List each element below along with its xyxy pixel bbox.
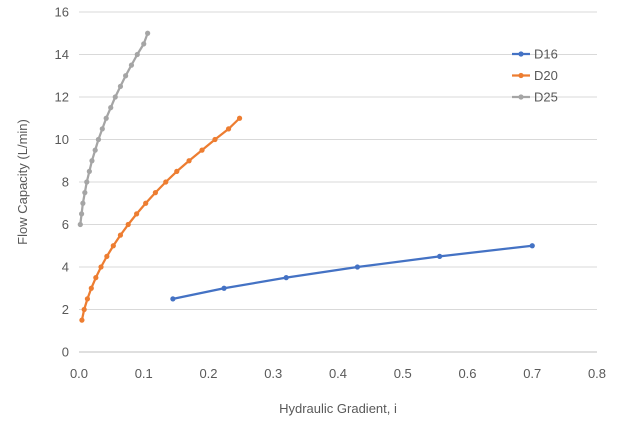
legend: D16 D20 D25: [512, 47, 558, 105]
x-tick-label: 0.3: [264, 366, 282, 381]
x-tick-label: 0.2: [199, 366, 217, 381]
legend-marker-d16: [518, 51, 524, 57]
series-d20: [79, 115, 243, 323]
series-line-d25: [79, 32, 149, 226]
legend-item-d16: D16: [512, 47, 558, 62]
data-point-d16: [437, 253, 443, 259]
data-point-d20: [81, 306, 87, 313]
data-point-d20: [125, 221, 131, 228]
data-point-d16: [283, 275, 289, 281]
x-tick-label: 0.5: [394, 366, 412, 381]
data-point-d25: [103, 115, 109, 121]
data-point-d20: [199, 147, 205, 153]
data-point-d25: [108, 105, 114, 111]
data-point-d20: [163, 179, 169, 185]
series-d25: [77, 30, 151, 228]
data-point-d25: [128, 62, 135, 68]
data-point-d20: [79, 317, 85, 323]
x-tick-labels: 0.0 0.1 0.2 0.3 0.4 0.5 0.6 0.7 0.8: [70, 366, 606, 381]
data-point-d25: [82, 190, 88, 196]
data-point-d25: [84, 179, 90, 185]
data-point-d20: [98, 264, 104, 270]
data-point-d20: [104, 253, 110, 259]
data-point-d20: [117, 232, 124, 238]
data-point-d25: [112, 94, 118, 100]
data-point-d25: [145, 30, 151, 36]
data-point-d20: [88, 285, 94, 291]
data-point-d25: [77, 221, 83, 228]
data-point-d16: [170, 296, 176, 302]
data-point-d20: [110, 243, 116, 249]
y-tick-label: 12: [55, 90, 69, 105]
data-point-d20: [143, 200, 149, 206]
y-tick-labels: 0 2 4 6 8 10 12 14 16: [55, 5, 69, 360]
data-point-d16: [354, 264, 361, 270]
x-tick-label: 0.0: [70, 366, 88, 381]
data-point-d20: [174, 168, 180, 174]
data-point-d20: [236, 115, 243, 121]
legend-marker-d25: [518, 94, 524, 100]
gridlines: [79, 11, 597, 310]
data-point-d20: [212, 136, 218, 143]
x-tick-label: 0.4: [329, 366, 347, 381]
legend-marker-d20: [518, 72, 524, 79]
y-axis-label: Flow Capacity (L/min): [15, 119, 30, 245]
y-tick-label: 2: [62, 302, 69, 317]
legend-label-d25: D25: [534, 90, 558, 105]
data-point-d16: [529, 243, 535, 249]
data-point-d20: [225, 126, 232, 132]
data-point-d25: [99, 126, 105, 132]
data-point-d25: [86, 168, 92, 174]
data-point-d25: [123, 73, 129, 79]
data-point-d25: [80, 200, 86, 206]
x-tick-label: 0.7: [523, 366, 541, 381]
legend-label-d16: D16: [534, 47, 558, 62]
y-tick-label: 6: [62, 217, 69, 232]
data-point-d25: [141, 41, 147, 47]
data-point-d25: [95, 136, 102, 143]
y-tick-label: 10: [55, 132, 69, 147]
data-point-d25: [92, 147, 98, 153]
y-tick-label: 16: [55, 5, 69, 20]
data-point-d20: [93, 275, 99, 281]
y-tick-label: 4: [62, 260, 69, 275]
series-d16: [170, 243, 535, 302]
series-group: [77, 30, 535, 323]
data-point-d20: [152, 190, 159, 196]
legend-item-d25: D25: [512, 90, 558, 105]
legend-item-d20: D20: [512, 68, 558, 83]
y-tick-label: 8: [62, 175, 69, 190]
y-tick-label: 14: [55, 47, 69, 62]
x-axis-label: Hydraulic Gradient, i: [279, 401, 397, 416]
y-tick-label: 0: [62, 345, 69, 360]
data-point-d20: [84, 296, 91, 302]
data-point-d16: [221, 285, 227, 291]
legend-label-d20: D20: [534, 68, 558, 83]
series-line-d16: [171, 244, 534, 301]
x-tick-label: 0.1: [135, 366, 153, 381]
data-point-d25: [134, 51, 140, 58]
data-point-d25: [89, 158, 95, 164]
data-point-d25: [78, 211, 85, 217]
data-point-d20: [134, 211, 140, 217]
x-tick-label: 0.6: [458, 366, 476, 381]
x-tick-label: 0.8: [588, 366, 606, 381]
data-point-d25: [117, 83, 124, 89]
data-point-d20: [186, 158, 192, 164]
